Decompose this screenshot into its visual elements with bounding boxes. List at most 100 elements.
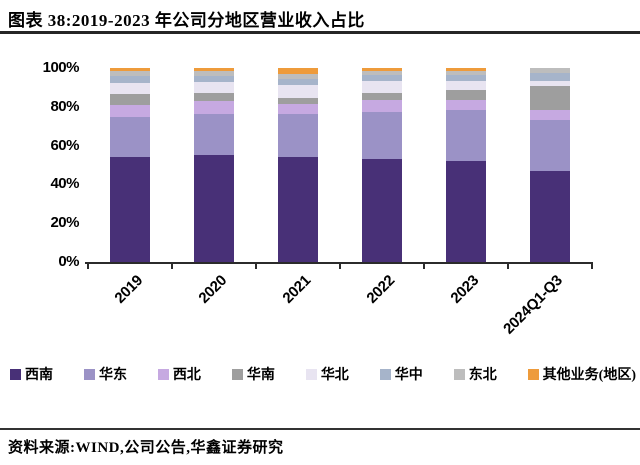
bar-segment-华南 <box>362 93 402 101</box>
bar-segment-华中 <box>362 74 402 81</box>
footer-rule <box>0 428 640 430</box>
legend-label: 西南 <box>25 368 53 383</box>
legend-item: 华北 <box>305 364 349 384</box>
bar-segment-华北 <box>530 80 570 87</box>
bar-segment-东北 <box>194 70 234 76</box>
legend-item: 华南 <box>231 364 275 384</box>
bar-segment-华南 <box>446 90 486 101</box>
bar-segment-西北 <box>362 100 402 112</box>
bar-segment-华东 <box>278 113 318 158</box>
x-axis-label: 2024Q1-Q3 <box>500 272 567 338</box>
legend-swatch-icon <box>453 368 465 380</box>
legend-swatch-icon <box>157 368 169 380</box>
bar-segment-华南 <box>530 86 570 110</box>
y-axis-label: 80% <box>50 97 79 115</box>
bar-slot <box>340 68 424 262</box>
bar-segment-其他业务(地区) <box>362 68 402 71</box>
x-axis-tick <box>87 262 89 269</box>
bar-segment-华中 <box>446 74 486 81</box>
bar-segment-西南 <box>362 159 402 262</box>
legend-item: 东北 <box>453 364 497 384</box>
bar-segment-其他业务(地区) <box>446 68 486 71</box>
legend-swatch-icon <box>231 368 243 380</box>
stacked-bar-2022 <box>362 68 402 262</box>
bar-segment-华北 <box>446 80 486 91</box>
stacked-bar-2021 <box>278 68 318 262</box>
bar-segment-东北 <box>110 70 150 76</box>
bar-segment-西南 <box>530 170 570 262</box>
bar-slot <box>508 68 592 262</box>
bar-slot <box>88 68 172 262</box>
bar-segment-华北 <box>278 84 318 99</box>
bar-segment-华中 <box>530 72 570 81</box>
bar-segment-西北 <box>110 104 150 117</box>
y-axis-label: 40% <box>50 175 79 193</box>
legend-label: 华东 <box>98 368 127 383</box>
x-axis-tick <box>591 262 593 269</box>
legend-label: 东北 <box>468 368 497 383</box>
x-axis-tick <box>171 262 173 269</box>
bar-slot <box>424 68 508 262</box>
bar-segment-西北 <box>194 101 234 114</box>
bar-segment-华中 <box>278 78 318 85</box>
bar-segment-西南 <box>446 161 486 262</box>
bar-segment-华东 <box>362 111 402 160</box>
bar-segment-东北 <box>278 73 318 79</box>
y-axis-label: 0% <box>58 253 79 270</box>
stacked-bar-2020 <box>194 68 234 262</box>
bar-segment-华中 <box>110 75 150 83</box>
legend-label: 其他业务(地区) <box>542 368 636 383</box>
bar-segment-华东 <box>530 120 570 171</box>
bar-segment-东北 <box>446 70 486 75</box>
stacked-bar-2024Q1-Q3 <box>530 68 570 262</box>
bar-segment-华中 <box>194 75 234 82</box>
legend-label: 华北 <box>320 368 349 383</box>
legend-item: 西南 <box>10 364 53 384</box>
x-axis-tick <box>339 262 341 269</box>
bar-segment-华南 <box>278 98 318 104</box>
bar-slot <box>172 68 256 262</box>
legend-swatch-icon <box>83 368 95 380</box>
bar-segment-西北 <box>446 100 486 110</box>
legend-item: 华中 <box>379 364 423 384</box>
bar-segment-西北 <box>278 103 318 114</box>
legend-swatch-icon <box>379 368 391 380</box>
bar-segment-华东 <box>194 113 234 156</box>
x-axis-tick <box>255 262 257 269</box>
bar-segment-东北 <box>530 68 570 73</box>
x-axis-label: 2021 <box>279 272 315 307</box>
legend-swatch-icon <box>527 368 539 380</box>
x-axis-label: 2023 <box>447 272 483 307</box>
bar-segment-东北 <box>362 70 402 75</box>
plot-area: 2019 2020 2021 2022 2023 2024Q1-Q3 0% 20% 40% 60%… <box>43 60 593 338</box>
legend-item: 西北 <box>157 364 201 384</box>
bar-segment-西北 <box>530 109 570 121</box>
legend-label: 华南 <box>246 368 275 383</box>
stacked-bar-2019 <box>110 68 150 262</box>
y-axis-label: 60% <box>50 136 79 154</box>
bars-container <box>88 68 592 262</box>
bar-segment-西南 <box>194 155 234 262</box>
bar-segment-华东 <box>110 116 150 158</box>
x-axis-label: 2019 <box>111 272 147 307</box>
legend-label: 华中 <box>394 368 423 383</box>
legend-swatch-icon <box>305 368 317 380</box>
bar-segment-西南 <box>278 157 318 262</box>
x-axis-label: 2022 <box>363 272 399 307</box>
stacked-bar-2023 <box>446 68 486 262</box>
bar-segment-华东 <box>446 109 486 162</box>
x-axis-tick <box>423 262 425 269</box>
bar-segment-华北 <box>194 81 234 94</box>
legend-swatch-icon <box>10 368 21 380</box>
x-axis-tick <box>507 262 509 269</box>
legend-label: 西北 <box>172 368 201 383</box>
bar-segment-其他业务(地区) <box>278 68 318 74</box>
bar-segment-华北 <box>110 82 150 95</box>
bar-segment-华南 <box>110 94 150 105</box>
legend-item: 其他业务(地区) <box>527 364 636 384</box>
x-axis-label: 2020 <box>195 272 231 307</box>
bar-segment-西南 <box>110 157 150 262</box>
title-rule <box>0 31 640 34</box>
bar-segment-华北 <box>362 80 402 94</box>
chart-legend: 西南 华东 西北 华南 华北 华中 东北 其他业务(地区) <box>10 364 636 384</box>
